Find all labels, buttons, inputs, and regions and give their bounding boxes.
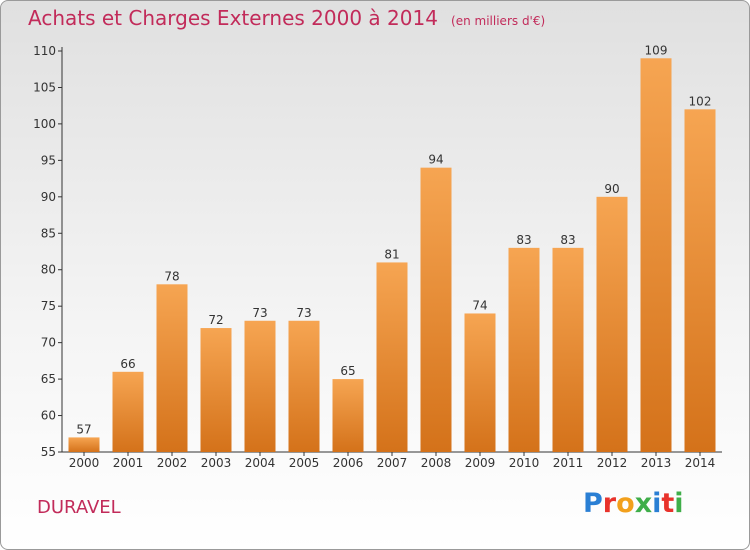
bar-2002 <box>156 284 188 452</box>
logo-letter: i <box>652 488 662 519</box>
logo-letter: x <box>634 488 653 519</box>
y-tick-label: 75 <box>41 299 56 313</box>
x-tick-label: 2005 <box>289 456 320 470</box>
x-tick-label: 2002 <box>157 456 188 470</box>
data-labels: 57 66 78 72 73 73 65 81 94 74 83 83 90 109 102 <box>76 43 711 436</box>
bar-2006 <box>332 379 364 452</box>
bar-2003 <box>200 328 232 452</box>
x-tick-label: 2013 <box>641 456 672 470</box>
value-label: 72 <box>208 313 223 327</box>
bar-2010 <box>508 247 540 452</box>
bar-2000 <box>68 437 100 452</box>
value-label: 90 <box>604 182 619 196</box>
value-label: 109 <box>645 43 668 57</box>
y-tick-label: 55 <box>41 445 56 459</box>
y-tick-label: 95 <box>41 153 56 167</box>
bar-2005 <box>288 320 320 452</box>
value-label: 74 <box>472 298 487 312</box>
bar-2008 <box>420 167 452 452</box>
x-tick-label: 2000 <box>69 456 100 470</box>
y-tick-label: 65 <box>41 372 56 386</box>
y-axis: 55 60 65 70 75 80 85 90 95 100 105 110 <box>33 44 63 459</box>
x-tick-label: 2004 <box>245 456 276 470</box>
value-label: 81 <box>384 247 399 261</box>
commune-name: DURAVEL <box>37 497 121 518</box>
bar-2012 <box>596 196 628 452</box>
logo-letter: P <box>583 488 603 519</box>
x-tick-label: 2006 <box>333 456 364 470</box>
y-tick-label: 60 <box>41 409 56 423</box>
bar-2011 <box>552 247 584 452</box>
chart-title: Achats et Charges Externes 2000 à 2014 <box>28 6 438 30</box>
logo-letter: i <box>674 488 684 519</box>
bar-2004 <box>244 320 276 452</box>
bar-2013 <box>640 58 672 453</box>
x-tick-label: 2010 <box>509 456 540 470</box>
bar-series <box>68 58 716 453</box>
value-label: 57 <box>76 422 91 436</box>
bar-2014 <box>684 109 716 452</box>
value-label: 102 <box>689 94 712 108</box>
x-tick-label: 2014 <box>685 456 716 470</box>
logo-letter: o <box>616 488 635 519</box>
value-label: 83 <box>560 233 575 247</box>
x-tick-label: 2008 <box>421 456 452 470</box>
bar-2007 <box>376 262 408 452</box>
bar-2009 <box>464 313 496 452</box>
value-label: 73 <box>252 306 267 320</box>
chart-subtitle: (en milliers d'€) <box>451 14 546 28</box>
x-tick-label: 2003 <box>201 456 232 470</box>
proxiti-logo[interactable]: Proxiti <box>583 488 684 519</box>
value-label: 73 <box>296 306 311 320</box>
y-tick-label: 85 <box>41 226 56 240</box>
y-tick-label: 110 <box>33 44 56 58</box>
x-axis: 2000 2001 2002 2003 2004 2005 2006 2007 2008 2009… <box>62 451 722 470</box>
logo-letter: r <box>602 488 617 519</box>
value-label: 94 <box>428 153 443 167</box>
chart-header: Achats et Charges Externes 2000 à 2014 (… <box>28 6 545 30</box>
x-tick-label: 2012 <box>597 456 628 470</box>
y-tick-label: 70 <box>41 336 56 350</box>
bar-2001 <box>112 371 144 452</box>
y-tick-label: 105 <box>33 80 56 94</box>
value-label: 65 <box>340 364 355 378</box>
value-label: 78 <box>164 269 179 283</box>
x-tick-label: 2001 <box>113 456 144 470</box>
y-tick-label: 80 <box>41 263 56 277</box>
value-label: 66 <box>120 357 135 371</box>
y-tick-label: 90 <box>41 190 56 204</box>
x-tick-label: 2011 <box>553 456 584 470</box>
x-tick-label: 2009 <box>465 456 496 470</box>
value-label: 83 <box>516 233 531 247</box>
x-tick-label: 2007 <box>377 456 408 470</box>
y-tick-label: 100 <box>33 117 56 131</box>
logo-letter: t <box>661 488 675 519</box>
